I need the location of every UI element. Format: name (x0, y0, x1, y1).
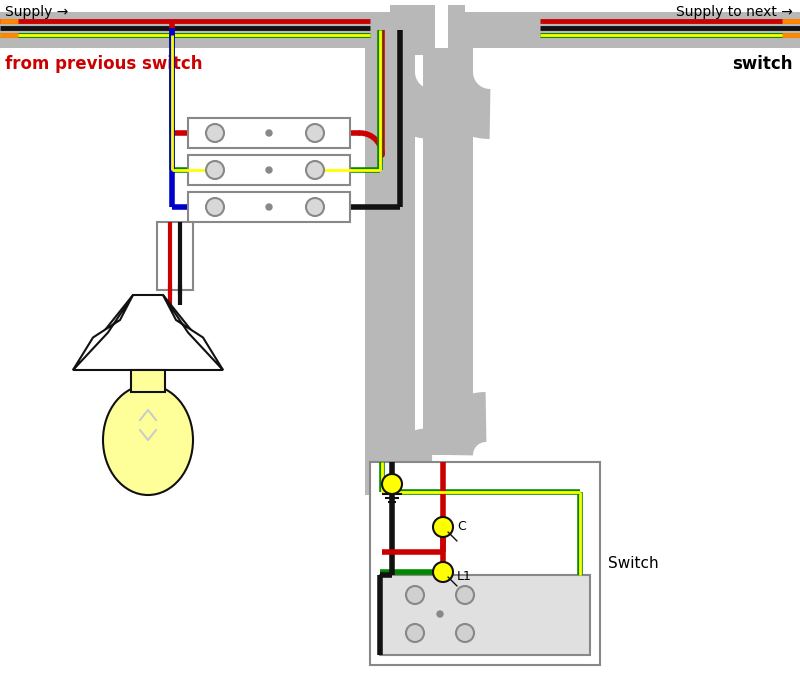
Circle shape (266, 130, 272, 136)
Text: from previous switch: from previous switch (5, 55, 202, 73)
Text: Switch: Switch (608, 556, 658, 571)
Circle shape (306, 124, 324, 142)
Circle shape (456, 624, 474, 642)
Circle shape (406, 586, 424, 604)
Circle shape (437, 611, 443, 617)
Circle shape (266, 167, 272, 173)
Text: switch: switch (733, 55, 793, 73)
FancyBboxPatch shape (188, 118, 350, 148)
FancyBboxPatch shape (465, 12, 800, 48)
Circle shape (306, 198, 324, 216)
Circle shape (206, 124, 224, 142)
Circle shape (433, 517, 453, 537)
Circle shape (206, 161, 224, 179)
Circle shape (266, 204, 272, 210)
Circle shape (382, 474, 402, 494)
Text: C: C (457, 520, 466, 534)
FancyBboxPatch shape (188, 192, 350, 222)
Circle shape (206, 198, 224, 216)
FancyBboxPatch shape (380, 575, 590, 655)
Polygon shape (73, 295, 223, 370)
Circle shape (433, 562, 453, 582)
Circle shape (406, 624, 424, 642)
FancyBboxPatch shape (188, 155, 350, 185)
FancyBboxPatch shape (0, 12, 435, 48)
FancyBboxPatch shape (131, 370, 165, 392)
Polygon shape (73, 295, 133, 370)
Text: Supply →: Supply → (5, 5, 68, 19)
Ellipse shape (103, 385, 193, 495)
Text: L1: L1 (457, 570, 472, 582)
Text: Supply to next →: Supply to next → (676, 5, 793, 19)
Circle shape (456, 586, 474, 604)
FancyBboxPatch shape (370, 462, 600, 665)
Polygon shape (163, 295, 223, 370)
FancyBboxPatch shape (157, 222, 193, 290)
Circle shape (306, 161, 324, 179)
